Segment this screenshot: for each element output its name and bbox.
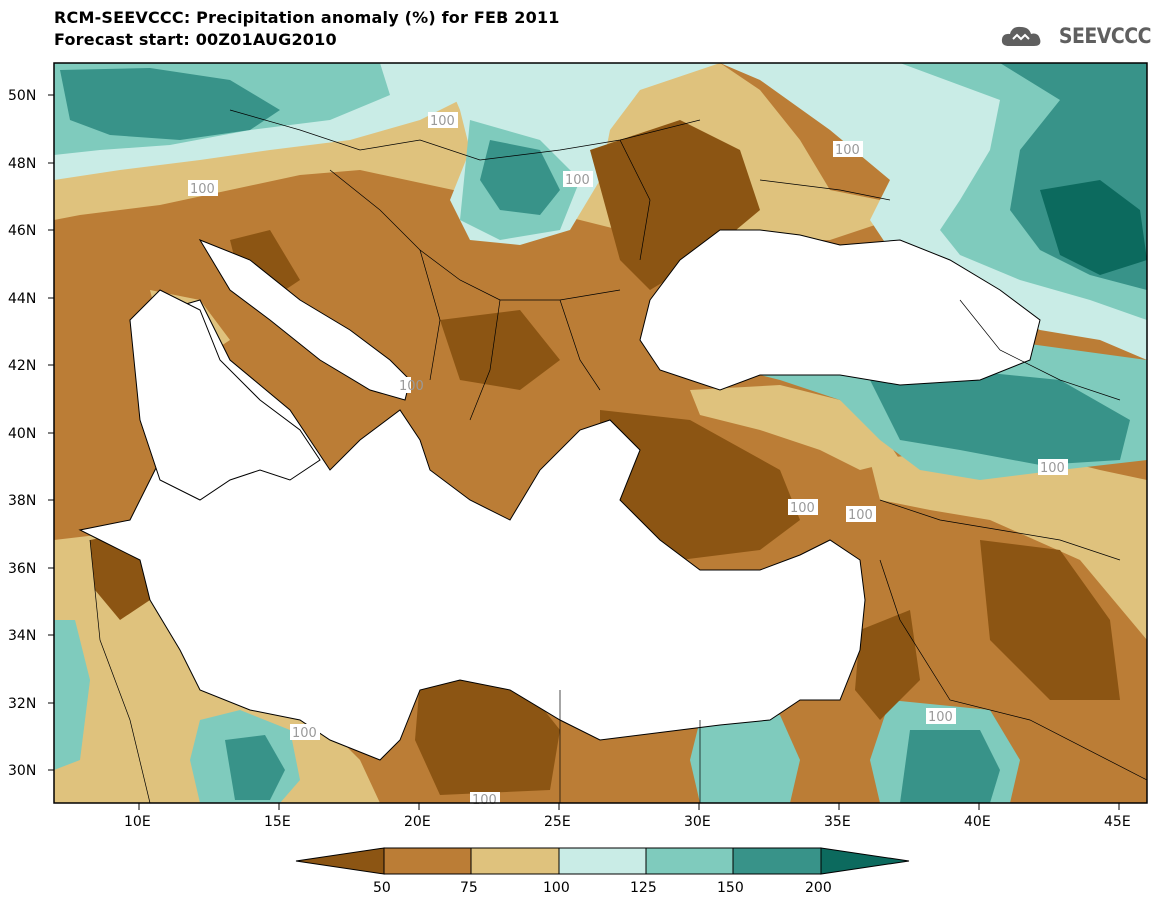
contour-label: 100: [790, 501, 815, 516]
band-teal-west: [54, 620, 90, 770]
latitude-axis: 50N 48N 46N 44N 42N 40N 38N 36N 34N 32N …: [8, 88, 54, 779]
contour-label-bg: [188, 180, 218, 196]
colorbar-segment: [383, 847, 472, 875]
cloud-icon: [1001, 26, 1041, 46]
border-line: [879, 499, 1121, 561]
lat-label: 42N: [8, 358, 36, 374]
border-line: [759, 179, 891, 201]
contour-label: 100: [190, 182, 215, 197]
border-line: [619, 139, 651, 261]
contour-label-bg: [428, 112, 458, 128]
lat-label: 32N: [8, 696, 36, 712]
band-dark-brown-8: [440, 310, 560, 390]
contour-label: 100: [848, 508, 873, 523]
border-line: [229, 109, 701, 161]
band-dark-brown-2: [600, 410, 800, 560]
lon-label: 30E: [684, 814, 711, 830]
lat-label: 40N: [8, 426, 36, 442]
contour-label-bg: [833, 141, 863, 157]
colorbar-label: 200: [805, 880, 832, 896]
lat-label: 50N: [8, 88, 36, 104]
band-dark-brown-1: [590, 120, 760, 290]
colorbar-segment: [732, 847, 822, 875]
lon-label: 20E: [404, 814, 431, 830]
contour-label: 100: [399, 379, 424, 394]
tyrrhenian-sea: [129, 289, 321, 501]
band-teal-turkey-north-2: [870, 370, 1130, 465]
lon-label: 15E: [264, 814, 291, 830]
lat-label: 30N: [8, 763, 36, 779]
contour-label-bg: [563, 171, 593, 187]
colorbar-segment: [558, 847, 647, 875]
map-title: RCM-SEEVCCC: Precipitation anomaly (%) f…: [54, 8, 560, 27]
contour-label-bg: [290, 724, 320, 740]
lon-label: 40E: [964, 814, 991, 830]
border-line: [469, 299, 501, 421]
band-teal-arabia-2: [900, 730, 1000, 803]
band-dark-brown-4: [980, 540, 1120, 700]
contour-label: 100: [292, 726, 317, 741]
contour-label: 100: [928, 710, 953, 725]
band-light-tan-east: [870, 445, 1147, 640]
contour-label-bg: [788, 499, 818, 515]
black-sea: [639, 229, 1041, 391]
border-line: [879, 559, 1148, 781]
border-line: [89, 539, 151, 804]
band-teal-africa-2: [225, 735, 285, 800]
lon-label: 45E: [1104, 814, 1131, 830]
colorbar-label: 100: [543, 880, 570, 896]
contour-label-bg: [397, 377, 411, 393]
contour-label: 100: [565, 173, 590, 188]
colorbar-segment: [470, 847, 560, 875]
colorbar-segment: [645, 847, 734, 875]
lon-label: 10E: [124, 814, 151, 830]
band-teal-north-central-3: [480, 140, 560, 215]
band-teal-north-west-3: [60, 68, 280, 140]
colorbar-label: 125: [630, 880, 657, 896]
seevccc-logo: SEEVCCC: [999, 22, 1152, 50]
colorbar: [295, 847, 910, 875]
lat-label: 46N: [8, 223, 36, 239]
forecast-start-subtitle: Forecast start: 00Z01AUG2010: [54, 30, 337, 49]
band-teal-egypt: [690, 715, 800, 803]
lat-label: 48N: [8, 156, 36, 172]
contour-label: 100: [430, 114, 455, 129]
colorbar-segment: [295, 847, 385, 875]
contour-label-bg: [846, 506, 876, 522]
lon-label: 35E: [824, 814, 851, 830]
water-bodies: [78, 229, 1041, 761]
colorbar-label: 150: [717, 880, 744, 896]
colorbar-label: 75: [460, 880, 478, 896]
border-line: [559, 299, 601, 391]
longitude-axis: 10E 15E 20E 25E 30E 35E 40E 45E: [124, 803, 1131, 830]
lon-label: 25E: [544, 814, 571, 830]
logo-text: SEEVCCC: [1058, 24, 1152, 48]
lat-label: 44N: [8, 291, 36, 307]
contour-label: 100: [1040, 461, 1065, 476]
contour-label: 100: [835, 143, 860, 158]
contour-label-bg: [1038, 459, 1068, 475]
lat-label: 38N: [8, 493, 36, 509]
lat-label: 36N: [8, 561, 36, 577]
band-dark-brown-6: [855, 610, 920, 720]
colorbar-segment: [820, 847, 910, 875]
lat-label: 34N: [8, 628, 36, 644]
band-dark-brown-3: [415, 680, 560, 795]
colorbar-labels: 50 75 100 125 150 200: [373, 880, 832, 896]
colorbar-label: 50: [373, 880, 391, 896]
contour-label-bg: [926, 708, 956, 724]
border-line: [959, 299, 1121, 401]
band-teal-northeast-4: [1040, 180, 1147, 275]
border-line: [419, 249, 441, 381]
country-borders: [89, 109, 1148, 804]
contour-label: 100: [472, 793, 497, 808]
